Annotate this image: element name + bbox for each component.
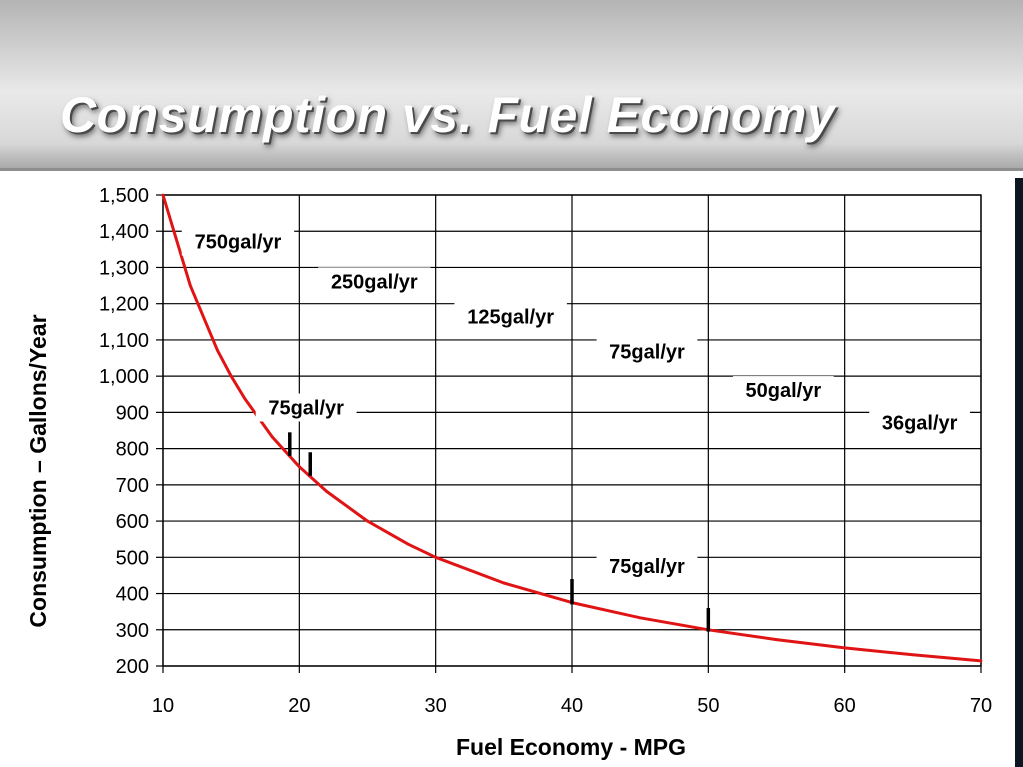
x-tick-label: 40 [561, 695, 583, 717]
annotation-backdrop [596, 337, 698, 366]
data-point [325, 489, 328, 493]
annotation-label: 75gal/yr [609, 341, 685, 363]
annotation-label: 125gal/yr [467, 307, 554, 329]
data-point [843, 646, 847, 650]
data-point [434, 555, 438, 559]
title-bar: Consumption vs. Fuel Economy [0, 0, 1023, 171]
annotation-label: 36gal/yr [882, 413, 958, 435]
x-tick-label: 10 [152, 695, 174, 717]
data-point [979, 659, 983, 663]
annotation-backdrop [596, 551, 698, 580]
y-tick-label: 400 [116, 584, 149, 606]
x-tick-label: 70 [970, 695, 992, 717]
y-tick-label: 1,100 [99, 330, 149, 352]
annotation-backdrop [869, 408, 971, 437]
data-point [407, 542, 410, 546]
x-axis-title: Fuel Economy - MPG [456, 734, 686, 760]
annotation-label: 75gal/yr [268, 397, 344, 419]
plot-frame [162, 194, 982, 667]
annotation-layer: 750gal/yr 250gal/yr 125gal/yr 75gal/yr 50gal… [181, 227, 971, 580]
x-tick-label: 60 [834, 695, 856, 717]
data-point [366, 519, 369, 523]
x-tick-label: 20 [288, 695, 310, 717]
tick-labels: 200 300 400 500 600 700 800 900 1,000 1,100 1,200 1… [99, 185, 992, 717]
annotation-backdrop [454, 302, 567, 331]
x-tick-label: 50 [697, 695, 719, 717]
data-point [270, 435, 274, 439]
y-tick-label: 500 [116, 547, 149, 569]
annotation-backdrop [318, 267, 431, 296]
y-axis-title: Consumption – Gallons/Year [25, 314, 51, 627]
y-tick-label: 200 [116, 656, 149, 678]
data-point [243, 397, 247, 401]
annotation-label: 50gal/yr [746, 380, 822, 402]
slide-edge [1015, 178, 1023, 767]
annotation-label: 75gal/yr [609, 556, 685, 578]
y-tick-label: 1,500 [99, 185, 149, 207]
annotation-backdrop [181, 227, 295, 256]
annotation-backdrop [732, 376, 834, 405]
y-tick-label: 1,300 [99, 257, 149, 279]
y-tick-label: 700 [116, 475, 149, 497]
annotation-label: 750gal/yr [195, 232, 282, 254]
data-point [775, 638, 778, 641]
y-tick-label: 300 [116, 620, 149, 642]
annotation-backdrop [255, 393, 357, 422]
y-tick-label: 1,200 [99, 294, 149, 316]
y-tick-label: 900 [116, 402, 149, 424]
annotation-label: 250gal/yr [331, 271, 418, 293]
data-point [297, 465, 301, 469]
page-title: Consumption vs. Fuel Economy [60, 87, 836, 143]
y-tick-label: 800 [116, 439, 149, 461]
y-tick-label: 1,000 [99, 366, 149, 388]
data-point [188, 284, 192, 287]
data-point [229, 374, 233, 378]
data-point [216, 349, 219, 352]
y-tick-label: 600 [116, 511, 149, 533]
data-point [911, 653, 915, 657]
x-tick-label: 30 [425, 695, 447, 717]
y-tick-label: 1,400 [99, 221, 149, 243]
data-point [502, 581, 506, 585]
data-point [161, 193, 165, 197]
data-point [638, 616, 642, 620]
marker-layer [288, 432, 711, 632]
